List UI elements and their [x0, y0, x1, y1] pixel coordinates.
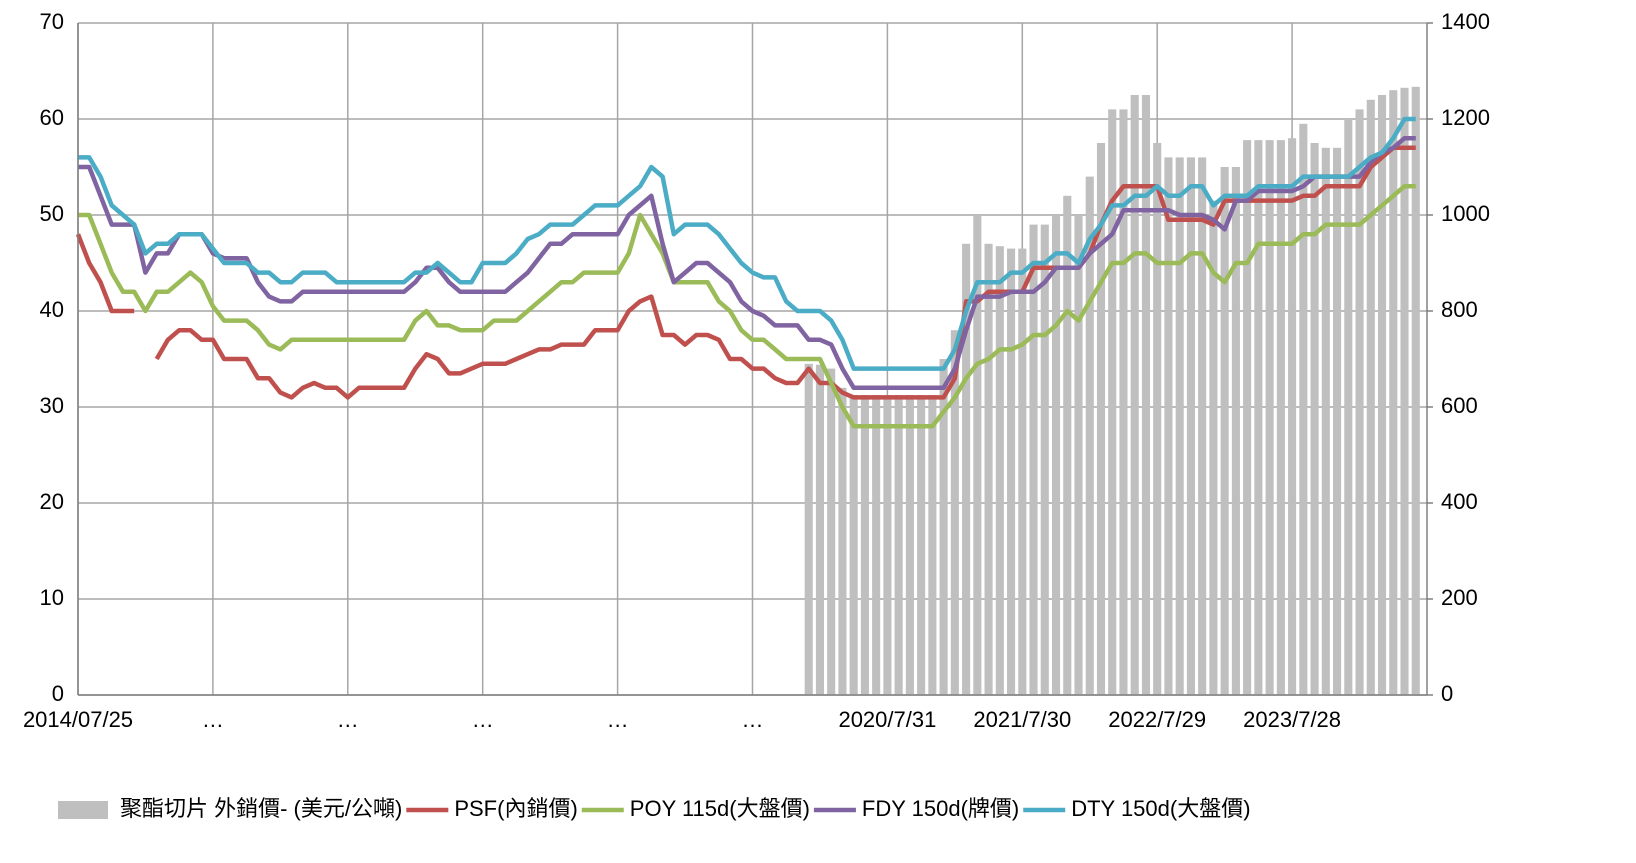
legend-label: FDY 150d(牌價): [862, 796, 1019, 821]
bar: [939, 359, 948, 695]
legend-label: 聚酯切片 外銷價- (美元/公噸): [120, 796, 402, 821]
bar: [1344, 119, 1353, 695]
bar: [838, 387, 847, 695]
bar: [1288, 138, 1297, 695]
x-tick-label: …: [337, 707, 359, 732]
y-tick-label: 10: [40, 585, 64, 610]
bar: [827, 368, 836, 695]
bar: [917, 395, 926, 695]
bar: [1119, 109, 1128, 695]
bar: [1276, 140, 1285, 695]
x-tick-label: …: [202, 707, 224, 732]
y2-tick-label: 1400: [1441, 9, 1490, 34]
y-tick-label: 30: [40, 393, 64, 418]
bar: [1164, 157, 1173, 695]
bar: [973, 215, 982, 695]
bar: [1377, 95, 1387, 695]
y-tick-label: 70: [40, 9, 64, 34]
x-tick-label: 2020/7/31: [838, 707, 936, 732]
line-series: [78, 135, 1416, 391]
bar: [1389, 90, 1398, 695]
y-tick-label: 40: [40, 297, 64, 322]
bar: [815, 364, 824, 695]
bar: [1130, 95, 1139, 695]
bar: [928, 395, 937, 695]
y2-tick-label: 400: [1441, 489, 1478, 514]
y2-tick-label: 1000: [1441, 201, 1490, 226]
bar: [1141, 95, 1151, 695]
bar: [1051, 215, 1061, 695]
x-tick-label: …: [742, 707, 764, 732]
x-tick-label: …: [472, 707, 494, 732]
bar: [905, 395, 914, 695]
bar: [1018, 248, 1027, 695]
bar: [1220, 167, 1229, 695]
bar: [1007, 248, 1016, 695]
line-series: [75, 233, 135, 314]
bar: [1198, 157, 1207, 695]
y-tick-label: 20: [40, 489, 64, 514]
bar: [1153, 143, 1162, 695]
bar: [1400, 87, 1409, 696]
bar: [804, 363, 813, 695]
bar: [1265, 140, 1274, 695]
x-tick-label: 2021/7/30: [973, 707, 1071, 732]
bar: [950, 330, 959, 695]
y2-tick-label: 0: [1441, 681, 1453, 706]
y2-tick-label: 1200: [1441, 105, 1490, 130]
bar: [1040, 224, 1049, 695]
bar: [1366, 99, 1375, 696]
bar: [1243, 140, 1252, 695]
bar: [1186, 157, 1195, 695]
bar: [984, 243, 993, 696]
x-tick-label: …: [607, 707, 629, 732]
bar: [849, 395, 858, 695]
bar: [1310, 143, 1319, 695]
bar: [1355, 109, 1364, 695]
bar: [1096, 143, 1106, 695]
bar: [883, 395, 892, 695]
bar: [1085, 176, 1094, 696]
bar: [1063, 195, 1072, 696]
bar: [962, 243, 971, 696]
bar: [1209, 200, 1218, 695]
bar: [1074, 215, 1083, 695]
x-tick-label: 2023/7/28: [1243, 707, 1341, 732]
bar: [1108, 109, 1117, 695]
bar: [1411, 86, 1420, 696]
bar: [860, 395, 869, 695]
y2-tick-label: 200: [1441, 585, 1478, 610]
line-series: [154, 145, 1416, 400]
line-series: [78, 116, 1416, 371]
y2-tick-label: 600: [1441, 393, 1478, 418]
bar: [995, 246, 1004, 695]
legend-swatch: [58, 801, 108, 819]
legend-label: POY 115d(大盤價): [630, 796, 810, 821]
bar: [894, 395, 903, 695]
bar: [1254, 140, 1263, 695]
y-tick-label: 60: [40, 105, 64, 130]
bar: [872, 395, 881, 695]
y2-tick-label: 800: [1441, 297, 1478, 322]
bar: [1321, 147, 1330, 696]
x-tick-label: 2022/7/29: [1108, 707, 1206, 732]
x-tick-label: 2014/07/25: [23, 707, 133, 732]
bar: [1299, 123, 1308, 696]
bar: [1231, 167, 1240, 695]
bar: [1333, 147, 1342, 696]
y-tick-label: 0: [52, 681, 64, 706]
legend-label: DTY 150d(大盤價): [1071, 796, 1250, 821]
y-tick-label: 50: [40, 201, 64, 226]
legend-label: PSF(內銷價): [454, 796, 577, 821]
bar: [1029, 224, 1038, 695]
line-series: [78, 183, 1416, 429]
bar: [1175, 157, 1184, 695]
